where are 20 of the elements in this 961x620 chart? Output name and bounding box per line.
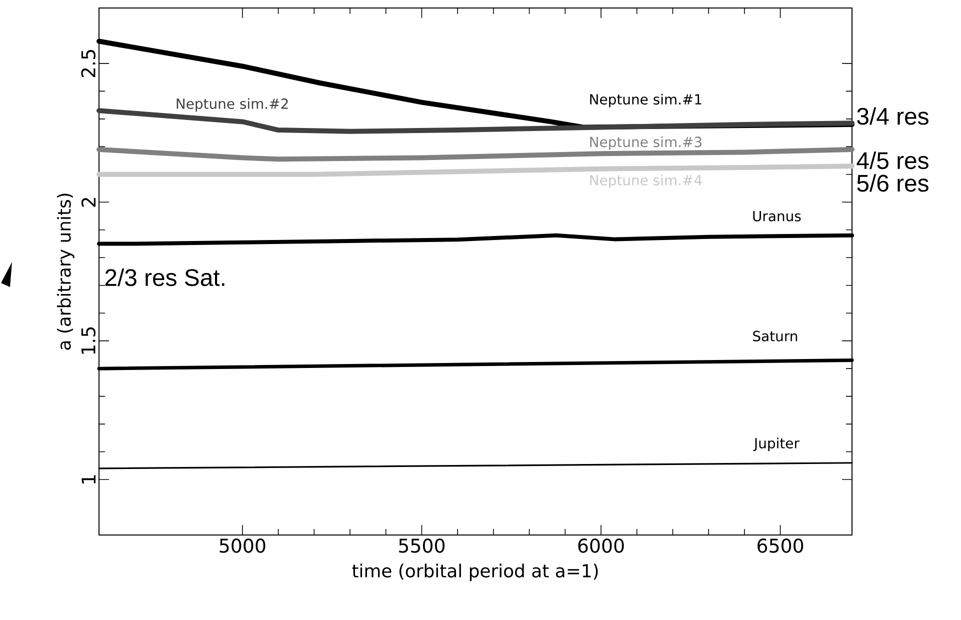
text: 3/4 res: [857, 107, 928, 125]
series-label: Neptune sim.#1: [590, 94, 702, 108]
y-tick-label: 1: [82, 475, 96, 484]
x-axis-title: time (orbital period at a=1): [352, 564, 598, 582]
x-tick-label: 5000: [220, 538, 266, 553]
x-tick-label: 5500: [399, 538, 445, 553]
y-tick-label: 2.5: [81, 50, 96, 78]
y-tick-label: 1.5: [81, 327, 96, 354]
series-label: Neptune sim.#3: [590, 136, 702, 150]
annotation: 2/3 res Sat.: [105, 268, 224, 286]
series-label: Saturn: [753, 330, 798, 342]
series-label: Neptune sim.#2: [176, 98, 288, 112]
y-tick-label: 2: [81, 198, 96, 207]
y-axis-title: a (arbitrary units): [56, 194, 74, 350]
series-label: Jupiter: [753, 438, 800, 452]
text: 5/6 res: [857, 174, 928, 192]
x-tick-label: 6000: [578, 538, 624, 553]
text: 4/5 res: [856, 152, 928, 170]
x-tick-label: 6500: [758, 538, 804, 553]
series-label: Uranus: [753, 210, 801, 222]
